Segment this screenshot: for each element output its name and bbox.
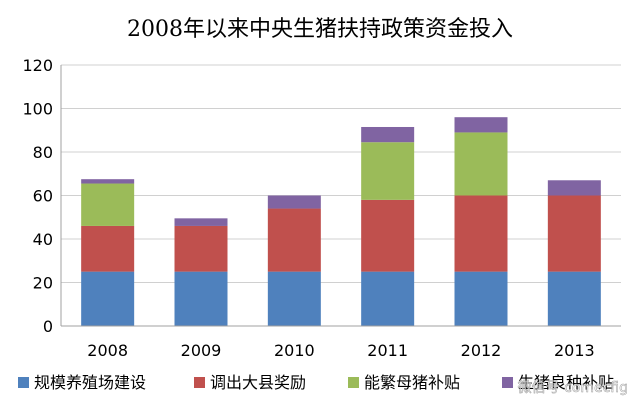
bar-segment-2011-s2 <box>361 142 415 200</box>
legend-label: 规模养殖场建设 <box>34 373 146 392</box>
bar-segment-2012-s3 <box>454 117 508 133</box>
bar-layer <box>81 117 601 326</box>
y-tick-label: 100 <box>22 100 53 119</box>
bar-segment-2008-s0 <box>81 271 135 326</box>
y-tick-label: 20 <box>33 274 53 293</box>
bar-segment-2012-s0 <box>454 271 508 326</box>
x-tick-label: 2008 <box>87 341 128 360</box>
legend-swatch <box>194 377 205 388</box>
legend: 规模养殖场建设 调出大县奖励 能繁母猪补贴 生猪良种补贴 <box>18 373 614 392</box>
x-tick-label: 2012 <box>461 341 502 360</box>
legend-label: 调出大县奖励 <box>210 373 306 392</box>
bar-segment-2010-s0 <box>267 271 321 326</box>
bar-segment-2013-s3 <box>547 180 601 196</box>
bar-segment-2008-s1 <box>81 225 135 272</box>
y-tick-label: 80 <box>33 143 53 162</box>
bar-segment-2012-s2 <box>454 132 508 196</box>
bar-segment-2011-s0 <box>361 271 415 326</box>
x-tick-label: 2013 <box>554 341 595 360</box>
y-tick-label: 0 <box>43 317 53 336</box>
axis-layer: 0 20 40 60 80 100 120 2008 2009 2010 2011 2012 2013 <box>22 56 621 360</box>
legend-swatch <box>348 377 359 388</box>
bar-segment-2011-s1 <box>361 199 415 272</box>
bar-segment-2008-s3 <box>81 179 135 184</box>
y-tick-label: 40 <box>33 230 53 249</box>
bar-segment-2008-s2 <box>81 183 135 226</box>
legend-swatch <box>18 377 29 388</box>
bar-segment-2010-s3 <box>267 195 321 209</box>
watermark-text: 微信号 comecfig <box>518 380 628 396</box>
bar-segment-2013-s1 <box>547 195 601 272</box>
legend-label: 能繁母猪补贴 <box>364 373 460 392</box>
chart-title: 2008年以来中央生猪扶持政策资金投入 <box>127 17 513 42</box>
bar-segment-2010-s1 <box>267 208 321 272</box>
y-tick-label: 120 <box>22 56 53 75</box>
x-tick-label: 2010 <box>274 341 315 360</box>
x-tick-label: 2011 <box>367 341 408 360</box>
legend-swatch <box>502 377 513 388</box>
bar-segment-2009-s1 <box>174 225 228 272</box>
bar-segment-2009-s0 <box>174 271 228 326</box>
bar-segment-2012-s1 <box>454 195 508 272</box>
legend-label: 生猪良种补贴 <box>518 373 614 392</box>
x-tick-label: 2009 <box>181 341 222 360</box>
grid-layer <box>61 64 621 283</box>
bar-segment-2009-s3 <box>174 218 228 226</box>
bar-segment-2011-s3 <box>361 126 415 143</box>
bar-segment-2013-s0 <box>547 271 601 326</box>
y-tick-label: 60 <box>33 187 53 206</box>
